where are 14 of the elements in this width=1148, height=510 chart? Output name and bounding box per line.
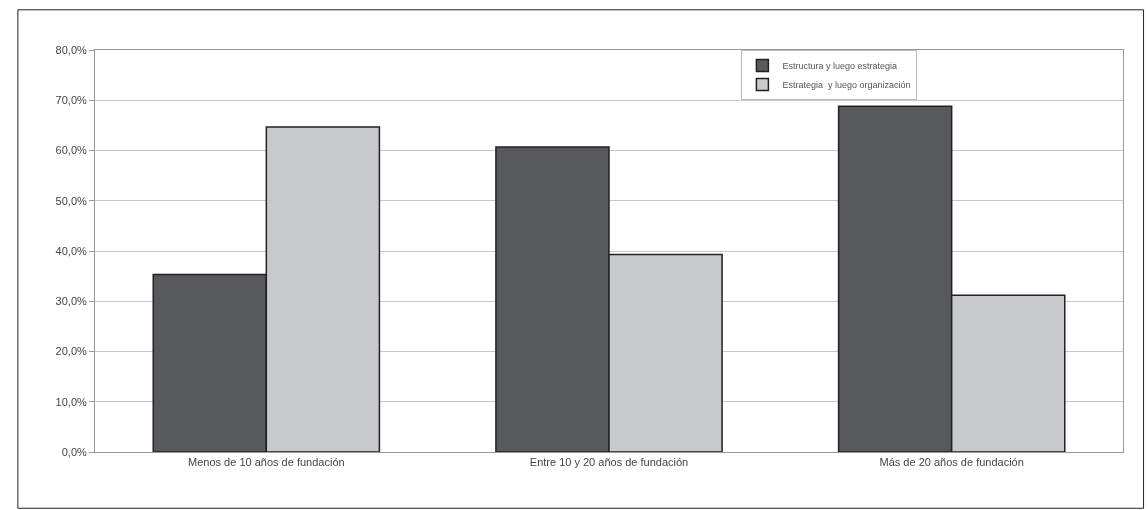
y-tick-label: 30,0%	[55, 295, 88, 308]
x-tick-label: Entre 10 y 20 años de fundación	[529, 456, 689, 469]
y-tick-label: 70,0%	[55, 94, 88, 107]
legend-label: Estructura y luego estrategia	[782, 61, 897, 72]
y-tick-label: 80,0%	[55, 43, 88, 56]
y-tick-label: 0,0%	[61, 445, 88, 458]
x-tick-label: Más de 20 años de fundación	[879, 456, 1024, 469]
y-tick-label: 40,0%	[55, 244, 88, 257]
y-tick-label: 60,0%	[55, 144, 88, 157]
y-tick-label: 50,0%	[55, 194, 88, 207]
y-tick-label: 10,0%	[55, 395, 88, 408]
y-tick-label: 20,0%	[55, 345, 88, 358]
x-tick-label: Menos de 10 años de fundación	[188, 456, 345, 469]
legend-label: Estrategia y luego organización	[782, 80, 911, 91]
